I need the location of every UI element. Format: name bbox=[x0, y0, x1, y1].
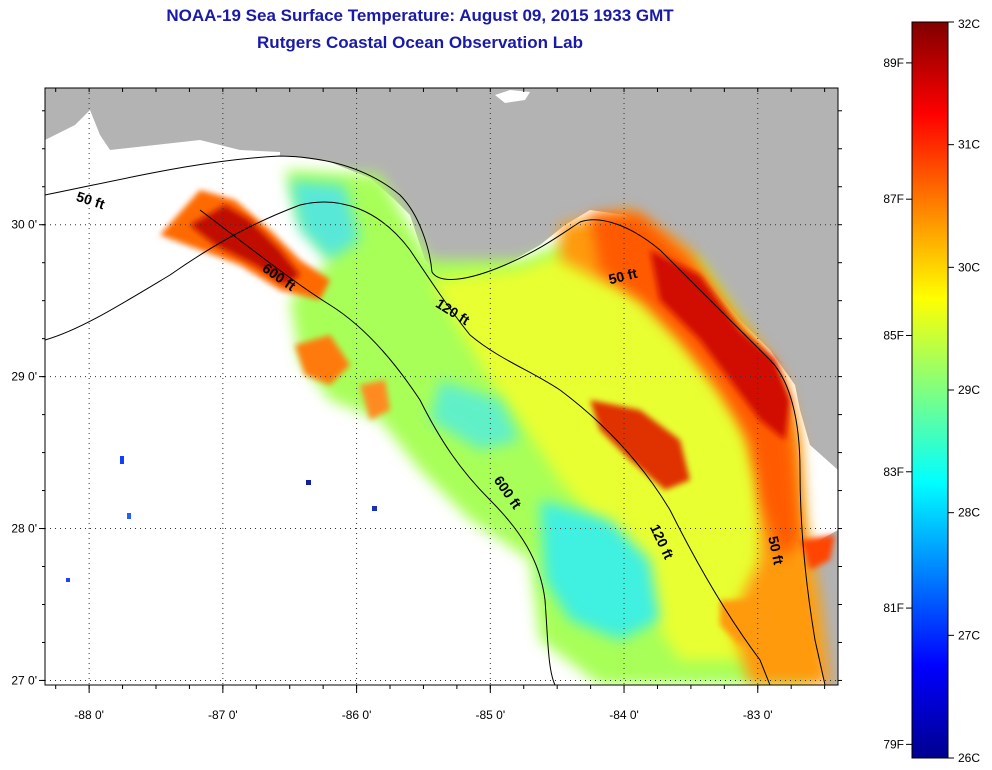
contour-depth-label: 50 ft bbox=[765, 535, 787, 567]
colorbar-celsius-label: 30C bbox=[958, 260, 980, 274]
depth-contours bbox=[45, 155, 826, 685]
map-subtitle: Rutgers Coastal Ocean Observation Lab bbox=[257, 33, 583, 52]
y-tick-label: 27 0' bbox=[11, 673, 37, 687]
y-tick-label: 29 0' bbox=[11, 370, 37, 384]
colorbar-fahrenheit-label: 89F bbox=[883, 56, 904, 70]
colorbar-celsius-label: 31C bbox=[958, 138, 980, 152]
colorbar-celsius-label: 27C bbox=[958, 628, 980, 642]
colorbar-celsius-label: 28C bbox=[958, 506, 980, 520]
contour-50ft bbox=[45, 155, 826, 685]
colorbar-fahrenheit-label: 81F bbox=[883, 601, 904, 615]
inland-lake bbox=[495, 90, 530, 103]
x-tick-label: -87 0' bbox=[208, 708, 238, 722]
x-tick-label: -83 0' bbox=[743, 708, 773, 722]
colorbar-fahrenheit-label: 79F bbox=[883, 737, 904, 751]
x-tick-label: -86 0' bbox=[342, 708, 372, 722]
contour-120ft bbox=[45, 201, 771, 685]
colorbar-fahrenheit-label: 87F bbox=[883, 192, 904, 206]
y-tick-label: 30 0' bbox=[11, 218, 37, 232]
plot-frame bbox=[44, 87, 839, 686]
x-tick-label: -85 0' bbox=[475, 708, 505, 722]
contour-depth-label: 50 ft bbox=[607, 265, 639, 288]
x-tick-label: -84 0' bbox=[609, 708, 639, 722]
coastal-white-land bbox=[45, 110, 280, 182]
colorbar-celsius-label: 29C bbox=[958, 383, 980, 397]
colorbar-fahrenheit-label: 83F bbox=[883, 465, 904, 479]
colorbar-celsius-label: 26C bbox=[958, 751, 980, 765]
colorbar bbox=[911, 21, 949, 759]
map-title: NOAA-19 Sea Surface Temperature: August … bbox=[166, 6, 674, 25]
colorbar-fahrenheit-label: 85F bbox=[883, 328, 904, 342]
sea-surface-temperature-field bbox=[66, 170, 835, 685]
land-mass bbox=[45, 88, 838, 685]
x-tick-label: -88 0' bbox=[74, 708, 104, 722]
y-tick-label: 28 0' bbox=[11, 522, 37, 536]
contour-600ft bbox=[199, 209, 556, 685]
colorbar-celsius-label: 32C bbox=[958, 17, 980, 31]
